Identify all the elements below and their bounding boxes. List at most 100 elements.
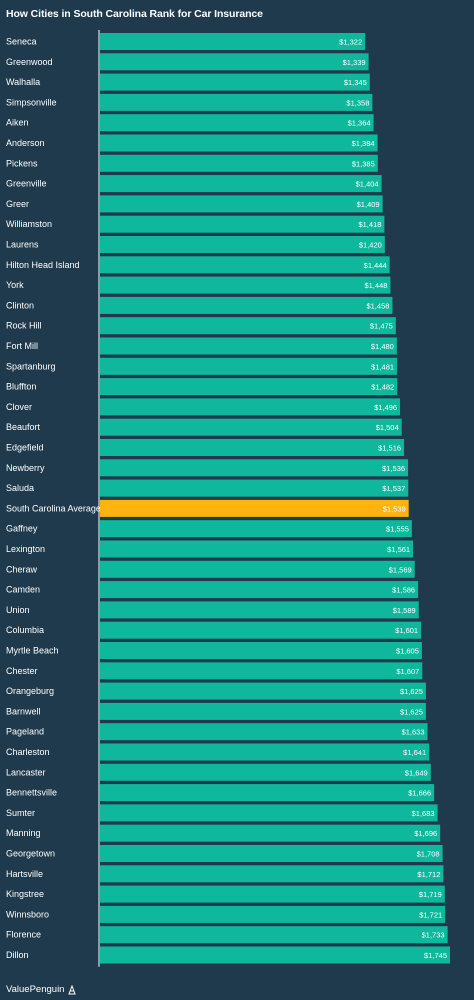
- category-label: Spartanburg: [6, 361, 56, 371]
- category-label: Pageland: [6, 727, 44, 737]
- bar-value-label: $1,358: [346, 98, 369, 107]
- category-label: Winnsboro: [6, 909, 49, 919]
- bar-value-label: $1,458: [366, 301, 389, 310]
- category-label: Hartsville: [6, 869, 43, 879]
- bar-value-label: $1,561: [387, 545, 410, 554]
- bar-value-label: $1,569: [389, 565, 412, 574]
- bar: [100, 621, 422, 639]
- bar-value-label: $1,385: [352, 159, 375, 168]
- bar: [100, 134, 378, 152]
- bar: [100, 378, 398, 396]
- bar: [100, 784, 435, 802]
- bar-value-label: $1,322: [339, 38, 362, 47]
- bar-highlight: [100, 499, 409, 517]
- bar: [100, 276, 391, 294]
- category-label: Dillon: [6, 950, 29, 960]
- bar: [100, 905, 446, 923]
- bar-value-label: $1,708: [417, 850, 440, 859]
- bar: [100, 337, 397, 355]
- bar: [100, 296, 393, 314]
- category-label: Rock Hill: [6, 321, 42, 331]
- bar-value-label: $1,504: [376, 423, 399, 432]
- bar: [100, 845, 443, 862]
- category-label: Williamston: [6, 219, 52, 229]
- bar-value-label: $1,339: [343, 58, 366, 67]
- bar: [100, 682, 426, 700]
- bar-value-label: $1,641: [403, 748, 426, 757]
- category-label: Greer: [6, 199, 29, 209]
- category-label: Newberry: [6, 463, 45, 473]
- bar: [100, 926, 448, 944]
- category-label: Bennettsville: [6, 788, 57, 798]
- category-label: Saluda: [6, 483, 34, 493]
- category-label: Lancaster: [6, 767, 46, 777]
- bar-value-label: $1,633: [402, 728, 425, 737]
- bar: [100, 479, 409, 497]
- bar: [100, 662, 423, 680]
- bar: [100, 215, 385, 233]
- bar-value-label: $1,404: [356, 180, 379, 189]
- category-label: Barnwell: [6, 706, 41, 716]
- category-label: Beaufort: [6, 422, 41, 432]
- category-label: Pickens: [6, 158, 38, 168]
- bar-value-label: $1,420: [359, 241, 382, 250]
- category-label: Gaffney: [6, 524, 38, 534]
- category-label: Clover: [6, 402, 32, 412]
- bar: [100, 317, 396, 335]
- bar-value-label: $1,601: [395, 626, 418, 635]
- bar: [100, 581, 419, 599]
- bar-value-label: $1,607: [396, 667, 419, 676]
- bar-value-label: $1,649: [405, 768, 428, 777]
- category-label: Fort Mill: [6, 341, 38, 351]
- category-label: York: [6, 280, 24, 290]
- bar-value-label: $1,537: [382, 484, 405, 493]
- bar-value-label: $1,721: [419, 910, 442, 919]
- category-label: Anderson: [6, 138, 45, 148]
- bar-value-label: $1,683: [412, 809, 435, 818]
- bar: [100, 33, 366, 50]
- category-label: Greenville: [6, 179, 47, 189]
- bar: [100, 459, 409, 477]
- category-label: Florence: [6, 930, 41, 940]
- category-label: Bluffton: [6, 382, 36, 392]
- bar: [100, 154, 378, 172]
- category-label: South Carolina Average: [6, 503, 101, 513]
- category-label: Chester: [6, 666, 38, 676]
- category-label: Union: [6, 605, 30, 615]
- category-label: Clinton: [6, 300, 34, 310]
- bar-value-label: $1,555: [386, 525, 409, 534]
- bar: [100, 114, 374, 132]
- bar: [100, 520, 412, 538]
- category-label: Columbia: [6, 625, 44, 635]
- category-label: Seneca: [6, 37, 37, 47]
- bar-value-label: $1,712: [417, 870, 440, 879]
- bar: [100, 93, 373, 111]
- category-label: Hilton Head Island: [6, 260, 80, 270]
- bar: [100, 439, 405, 456]
- chart-title: How Cities in South Carolina Rank for Ca…: [6, 8, 263, 20]
- bar: [100, 763, 431, 781]
- bar-value-label: $1,589: [393, 606, 416, 615]
- bar-value-label: $1,696: [414, 829, 437, 838]
- bar-value-label: $1,345: [344, 78, 367, 87]
- category-label: Laurens: [6, 240, 39, 250]
- bar: [100, 418, 402, 436]
- category-label: Myrtle Beach: [6, 646, 59, 656]
- bar: [100, 743, 430, 761]
- bar: [100, 946, 450, 964]
- bar: [100, 885, 445, 903]
- bar: [100, 53, 369, 71]
- category-label: Simpsonville: [6, 97, 57, 107]
- bar: [100, 236, 385, 253]
- category-label: Camden: [6, 585, 40, 595]
- bar-value-label: $1,605: [396, 647, 419, 656]
- category-label: Walhalla: [6, 77, 40, 87]
- bar: [100, 256, 390, 274]
- bar: [100, 560, 415, 578]
- bar: [100, 702, 426, 720]
- bar-value-label: $1,625: [400, 707, 423, 716]
- bar: [100, 642, 422, 659]
- bar-value-label: $1,444: [364, 261, 387, 270]
- bar: [100, 195, 383, 213]
